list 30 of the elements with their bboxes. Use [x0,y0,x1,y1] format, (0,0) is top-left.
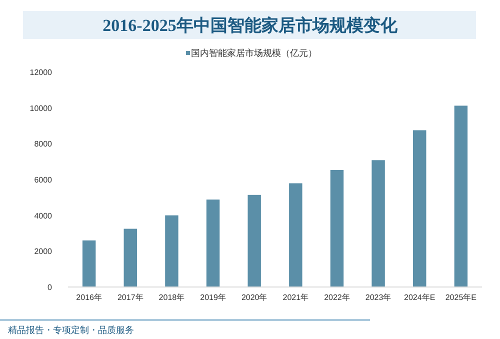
x-tick-label: 2024年E [404,293,436,302]
bar [372,160,385,287]
bar [454,106,468,287]
bar [413,130,426,287]
y-tick-label: 2000 [34,247,53,256]
x-tick-label: 2019年 [200,293,226,302]
bar [330,170,344,287]
x-tick-label: 2020年 [241,293,268,302]
x-tick-label: 2025年E [445,293,476,302]
x-tick-label: 2016年 [76,293,102,302]
x-tick-label: 2022年 [324,293,350,302]
y-tick-label: 6000 [34,176,53,184]
y-tick-label: 0 [48,283,53,292]
x-tick-label: 2017年 [117,293,144,302]
x-tick-label: 2021年 [282,293,309,302]
legend-label: 国内智能家居市场规模（亿元） [191,48,317,58]
bar [289,183,302,287]
y-tick-label: 4000 [34,211,53,220]
bar [82,240,96,287]
x-tick-label: 2023年 [365,293,392,302]
y-tick-label: 8000 [34,140,53,149]
bar [206,200,220,287]
x-tick-label: 2018年 [158,293,185,302]
text: 精品报告・专项定制・品质服务 [8,325,134,335]
chart-title: 2016-2025年中国智能家居市场规模变化 [102,16,398,35]
bar [248,194,261,287]
y-tick-label: 12000 [30,68,53,77]
bar [165,215,178,287]
bar [124,228,137,287]
y-tick-label: 10000 [30,104,53,113]
